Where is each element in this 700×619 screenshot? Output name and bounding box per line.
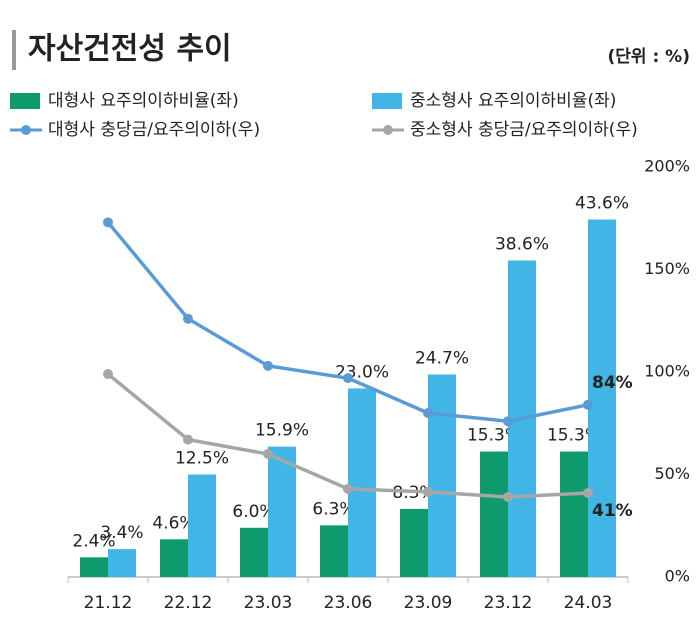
- bar-value-label: 15.9%: [255, 421, 309, 441]
- bar-value-label: 12.5%: [175, 449, 229, 469]
- y2-tick-label: 200%: [644, 157, 690, 176]
- x-tick-label: 23.12: [484, 593, 533, 613]
- title-bar: [12, 30, 16, 70]
- bar: [428, 374, 456, 577]
- x-tick-label: 23.09: [404, 593, 453, 613]
- y2-tick-label: 100%: [644, 362, 690, 381]
- bar: [108, 549, 136, 577]
- bar-value-label: 15.3%: [467, 426, 521, 446]
- line-marker: [263, 360, 273, 371]
- bar-value-label: 2.4%: [72, 531, 115, 551]
- legend-swatch: [10, 93, 40, 109]
- chart-title: 자산건전성 추이: [28, 32, 232, 67]
- line-marker: [423, 408, 433, 418]
- line-value-label: 84%: [592, 373, 633, 393]
- legend-label: 대형사 요주의이하비율(좌): [48, 91, 239, 111]
- unit-note: (단위 : %): [608, 47, 691, 67]
- legend-swatch: [21, 125, 31, 135]
- line-marker: [183, 434, 193, 445]
- bar-value-label: 3.4%: [100, 523, 143, 543]
- line-marker: [263, 449, 273, 459]
- x-tick-label: 23.03: [244, 593, 293, 613]
- line-marker: [503, 416, 513, 427]
- bar: [80, 557, 108, 577]
- legend-swatch: [372, 93, 402, 109]
- y2-tick-label: 50%: [654, 464, 690, 483]
- legend-swatch: [383, 125, 393, 135]
- bar: [480, 451, 508, 577]
- bar-value-label: 24.7%: [415, 348, 469, 368]
- bar: [160, 539, 188, 577]
- line-marker: [103, 217, 113, 228]
- bar-value-label: 43.6%: [575, 193, 629, 213]
- line-marker: [183, 313, 193, 324]
- bar: [348, 388, 376, 577]
- x-tick-label: 23.06: [324, 593, 373, 613]
- bar-value-label: 38.6%: [495, 234, 549, 254]
- y2-tick-label: 150%: [644, 259, 690, 278]
- x-tick-label: 22.12: [164, 593, 213, 613]
- bar-value-label: 6.3%: [312, 499, 355, 519]
- line-marker: [583, 399, 593, 410]
- legend-label: 중소형사 충당금/요주의이하(우): [410, 120, 638, 140]
- bar: [240, 527, 268, 577]
- legend-label: 대형사 충당금/요주의이하(우): [48, 120, 260, 140]
- bar: [188, 474, 216, 577]
- line-value-label: 41%: [592, 501, 633, 521]
- bar-value-label: 23.0%: [335, 362, 389, 382]
- bar-value-label: 4.6%: [152, 513, 195, 533]
- y2-tick-label: 0%: [665, 567, 690, 586]
- bar: [320, 525, 348, 577]
- line-marker: [503, 492, 513, 503]
- line-marker: [103, 369, 113, 380]
- bar-value-label: 6.0%: [232, 502, 275, 522]
- bar: [588, 219, 616, 578]
- x-tick-label: 21.12: [84, 593, 133, 613]
- x-tick-label: 24.03: [564, 593, 613, 613]
- bar-value-label: 15.3%: [547, 426, 601, 446]
- bar: [560, 451, 588, 577]
- line-marker: [343, 483, 353, 494]
- line-marker: [343, 373, 353, 384]
- line-marker: [583, 487, 593, 498]
- bar: [268, 446, 296, 577]
- bar: [400, 508, 428, 577]
- legend-label: 중소형사 요주의이하비율(좌): [410, 91, 616, 111]
- line-marker: [423, 486, 433, 497]
